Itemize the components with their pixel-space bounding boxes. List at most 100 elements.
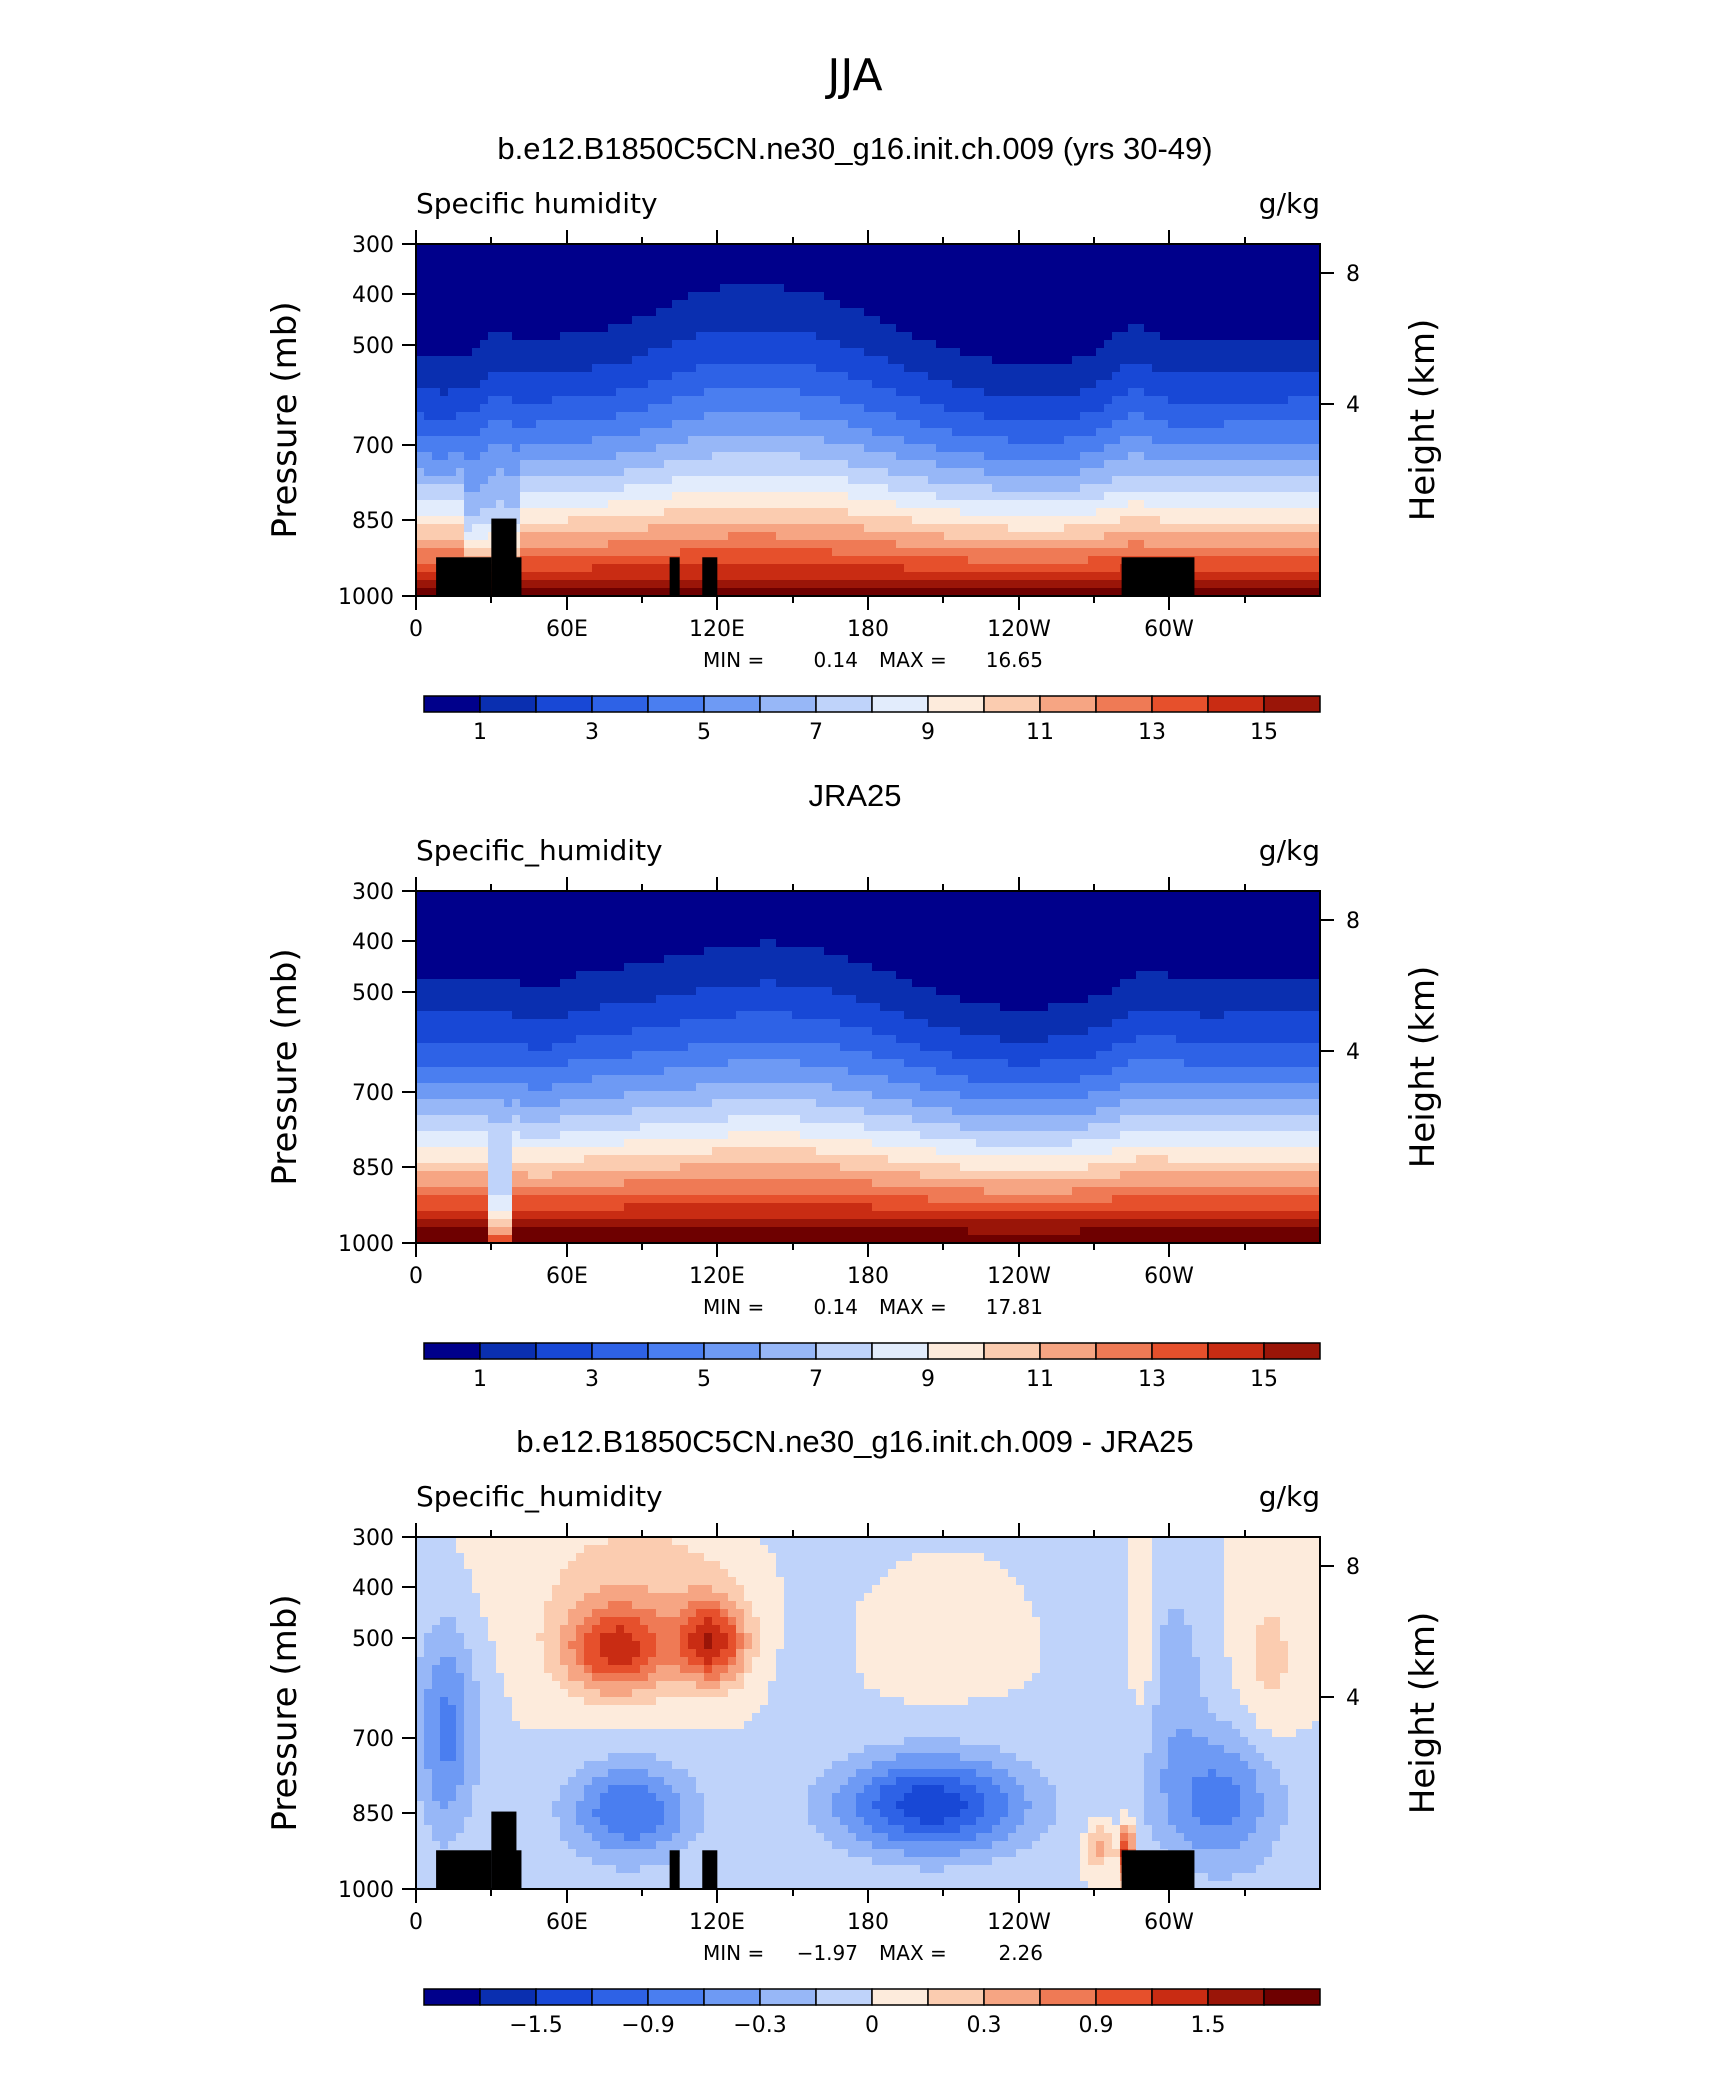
contour-cell	[864, 260, 873, 269]
contour-cell	[584, 388, 593, 397]
contour-cell	[752, 324, 761, 333]
contour-cell	[1136, 500, 1145, 509]
contour-cell	[832, 316, 841, 325]
contour-cell	[504, 484, 513, 493]
contour-cell	[840, 492, 849, 501]
contour-cell	[1296, 380, 1305, 389]
contour-cell	[1120, 420, 1129, 429]
contour-cell	[552, 540, 561, 549]
contour-cell	[928, 276, 937, 285]
contour-cell	[920, 516, 929, 525]
contour-cell	[760, 404, 769, 413]
contour-cell	[488, 356, 497, 365]
contour-cell	[944, 404, 953, 413]
contour-cell	[1232, 308, 1241, 317]
contour-cell	[528, 380, 537, 389]
contour-cell	[1072, 252, 1081, 261]
contour-cell	[1008, 292, 1017, 301]
contour-cell	[784, 300, 793, 309]
contour-cell	[536, 492, 545, 501]
contour-cell	[1064, 556, 1073, 565]
contour-cell	[608, 564, 617, 573]
contour-cell	[624, 468, 633, 477]
contour-cell	[952, 292, 961, 301]
contour-cell	[712, 300, 721, 309]
contour-cell	[440, 444, 449, 453]
contour-cell	[1072, 356, 1081, 365]
contour-cell	[648, 588, 657, 596]
contour-cell	[952, 468, 961, 477]
contour-cell	[1064, 292, 1073, 301]
contour-cell	[1080, 284, 1089, 293]
contour-cell	[592, 428, 601, 437]
contour-cell	[960, 276, 969, 285]
contour-cell	[456, 396, 465, 405]
contour-cell	[760, 412, 769, 421]
contour-cell	[792, 268, 801, 277]
contour-cell	[592, 548, 601, 557]
contour-cell	[424, 588, 433, 596]
contour-cell	[1072, 556, 1081, 565]
contour-cell	[728, 476, 737, 485]
contour-cell	[1120, 316, 1129, 325]
contour-cell	[472, 428, 481, 437]
contour-cell	[1216, 436, 1225, 445]
contour-cell	[1264, 524, 1273, 533]
contour-cell	[544, 284, 553, 293]
contour-cell	[536, 524, 545, 533]
contour-cell	[704, 268, 713, 277]
page-title: JJA	[827, 50, 883, 101]
contour-cell	[1040, 412, 1049, 421]
contour-cell	[696, 580, 705, 589]
contour-cell	[1200, 452, 1209, 461]
contour-cell	[1216, 324, 1225, 333]
contour-cell	[672, 332, 681, 341]
contour-cell	[1224, 364, 1233, 373]
contour-cell	[944, 364, 953, 373]
contour-cell	[728, 252, 737, 261]
contour-cell	[840, 404, 849, 413]
contour-cell	[912, 404, 921, 413]
contour-cell	[440, 532, 449, 541]
contour-cell	[840, 252, 849, 261]
contour-cell	[832, 492, 841, 501]
contour-cell	[648, 428, 657, 437]
contour-cell	[1136, 428, 1145, 437]
contour-cell	[608, 252, 617, 261]
contour-cell	[688, 340, 697, 349]
contour-cell	[1288, 244, 1297, 253]
contour-cell	[1296, 548, 1305, 557]
contour-cell	[1144, 444, 1153, 453]
contour-cell	[1008, 436, 1017, 445]
contour-cell	[1080, 428, 1089, 437]
contour-cell	[800, 580, 809, 589]
contour-cell	[912, 484, 921, 493]
contour-cell	[904, 500, 913, 509]
contour-cell	[648, 316, 657, 325]
contour-cell	[448, 316, 457, 325]
contour-cell	[1208, 332, 1217, 341]
contour-cell	[920, 356, 929, 365]
contour-cell	[472, 300, 481, 309]
contour-cell	[1112, 404, 1121, 413]
contour-cell	[984, 468, 993, 477]
contour-cell	[1288, 388, 1297, 397]
contour-cell	[856, 356, 865, 365]
contour-cell	[880, 308, 889, 317]
contour-cell	[640, 532, 649, 541]
contour-cell	[792, 388, 801, 397]
contour-cell	[664, 316, 673, 325]
contour-cell	[1000, 420, 1009, 429]
contour-cell	[1112, 524, 1121, 533]
contour-cell	[1048, 404, 1057, 413]
contour-cell	[592, 532, 601, 541]
contour-cell	[1224, 268, 1233, 277]
contour-cell	[920, 524, 929, 533]
contour-cell	[960, 484, 969, 493]
contour-cell	[1152, 484, 1161, 493]
contour-cell	[952, 580, 961, 589]
contour-cell	[640, 292, 649, 301]
contour-cell	[1264, 548, 1273, 557]
contour-cell	[560, 268, 569, 277]
contour-cell	[536, 428, 545, 437]
